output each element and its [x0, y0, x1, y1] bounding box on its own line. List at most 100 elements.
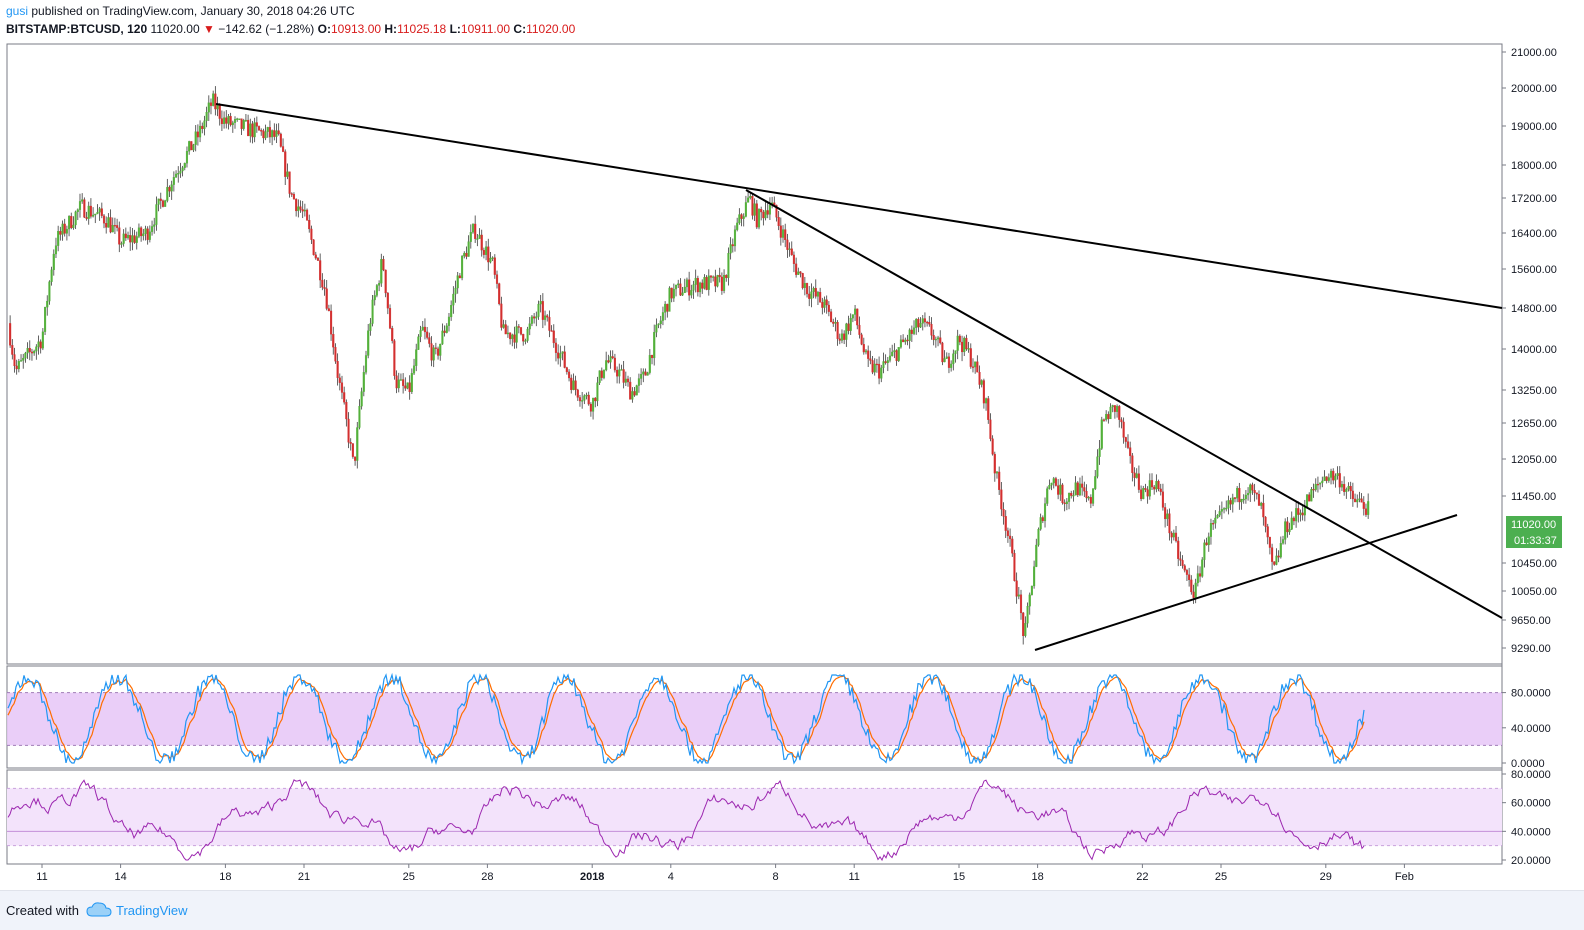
- chart-canvas[interactable]: 21000.00 20000.00 19000.00 18000.00 17200.00…: [0, 0, 1584, 890]
- candle-body: [1218, 511, 1221, 516]
- candle-body: [78, 201, 82, 210]
- candle-body: [172, 177, 175, 185]
- candle-body: [35, 346, 38, 352]
- candle-body: [181, 167, 184, 172]
- candle-body: [899, 339, 902, 348]
- candle-body: [205, 112, 208, 121]
- candle-body: [633, 391, 636, 396]
- candle-body: [650, 355, 654, 359]
- tradingview-link[interactable]: TradingView: [116, 903, 188, 918]
- candle-body: [552, 330, 555, 344]
- candle-body: [1135, 473, 1138, 478]
- tradingview-cloud-icon: [86, 902, 112, 917]
- candle-body: [635, 385, 638, 396]
- candle-body: [587, 394, 590, 405]
- candle-body: [956, 335, 959, 351]
- candle-body: [596, 382, 599, 402]
- candle-body: [1295, 508, 1298, 522]
- candle-body: [530, 316, 533, 324]
- candle-body: [373, 295, 376, 301]
- candle-body: [30, 351, 34, 354]
- candle-body: [170, 184, 173, 192]
- candle-body: [148, 231, 151, 240]
- candle-body: [131, 235, 134, 243]
- candle-body: [107, 217, 110, 228]
- candle-body: [367, 330, 370, 356]
- candle-body: [1214, 517, 1217, 524]
- candle-body: [965, 337, 968, 350]
- candle-body: [255, 122, 258, 127]
- candle-body: [679, 283, 682, 296]
- candle-body: [421, 326, 424, 331]
- candle-body: [904, 339, 907, 343]
- candle-body: [229, 116, 232, 126]
- candle-body: [738, 214, 741, 224]
- candle-body: [851, 314, 854, 319]
- candle-body: [936, 337, 940, 340]
- candle-body: [386, 292, 389, 309]
- candle-body: [380, 259, 383, 284]
- last-price-badge: [1506, 516, 1562, 532]
- candle-body: [1281, 539, 1285, 544]
- candle-body: [1244, 494, 1247, 500]
- candle-body: [467, 241, 470, 257]
- candle-body: [616, 369, 619, 377]
- author-name[interactable]: gusi: [6, 4, 29, 18]
- candle-body: [11, 345, 14, 355]
- candle-body: [126, 235, 130, 239]
- candle-body: [1290, 517, 1293, 530]
- candle-body: [1251, 484, 1254, 491]
- candle-body: [1196, 573, 1199, 584]
- trendline-1: [215, 103, 1503, 309]
- candle-body: [1161, 491, 1164, 508]
- candle-body: [218, 105, 221, 119]
- candle-body: [1046, 488, 1049, 504]
- candle-body: [426, 331, 429, 338]
- candle-body: [474, 223, 477, 239]
- candle-body: [1207, 536, 1210, 546]
- candle-body: [65, 228, 68, 234]
- candle-body: [762, 211, 765, 219]
- candle-body: [476, 238, 479, 240]
- candle-body: [301, 209, 304, 212]
- candle-body: [1030, 585, 1033, 596]
- candle-body: [188, 141, 191, 152]
- candle-body: [306, 209, 309, 221]
- candle-body: [864, 350, 868, 353]
- candle-body: [247, 119, 250, 137]
- candle-body: [465, 252, 468, 257]
- candle-body: [1120, 419, 1123, 423]
- candle-body: [690, 290, 693, 296]
- candle-body: [786, 239, 789, 250]
- candle-body: [485, 246, 488, 255]
- candle-body: [1098, 448, 1101, 457]
- candle-body: [24, 352, 27, 359]
- candle-body: [452, 293, 455, 306]
- candle-body: [203, 120, 206, 130]
- candle-body: [648, 355, 651, 373]
- candle-body: [1168, 513, 1171, 534]
- candle-body: [1089, 497, 1092, 504]
- candle-body: [1185, 570, 1188, 575]
- candle-body: [934, 338, 937, 341]
- candle-body: [912, 327, 916, 334]
- candle-body: [622, 369, 625, 383]
- price-tick-label: 12050.00: [1511, 454, 1557, 466]
- candle-body: [858, 324, 861, 335]
- candle-body: [87, 205, 90, 219]
- candle-body: [410, 373, 413, 393]
- candle-body: [262, 130, 265, 139]
- candle-body: [17, 360, 20, 370]
- candle-body: [1329, 470, 1333, 478]
- candle-body: [930, 324, 933, 336]
- trendlines[interactable]: [215, 103, 1503, 651]
- candle-body: [1334, 475, 1337, 481]
- last-price: 11020.00: [150, 22, 200, 36]
- candle-body: [598, 370, 601, 383]
- candle-body: [299, 206, 302, 210]
- price-tick-label: 14000.00: [1511, 344, 1557, 356]
- candle-body: [28, 347, 31, 353]
- candle-body: [242, 120, 245, 129]
- candle-body: [524, 340, 527, 342]
- candle-body: [751, 196, 754, 216]
